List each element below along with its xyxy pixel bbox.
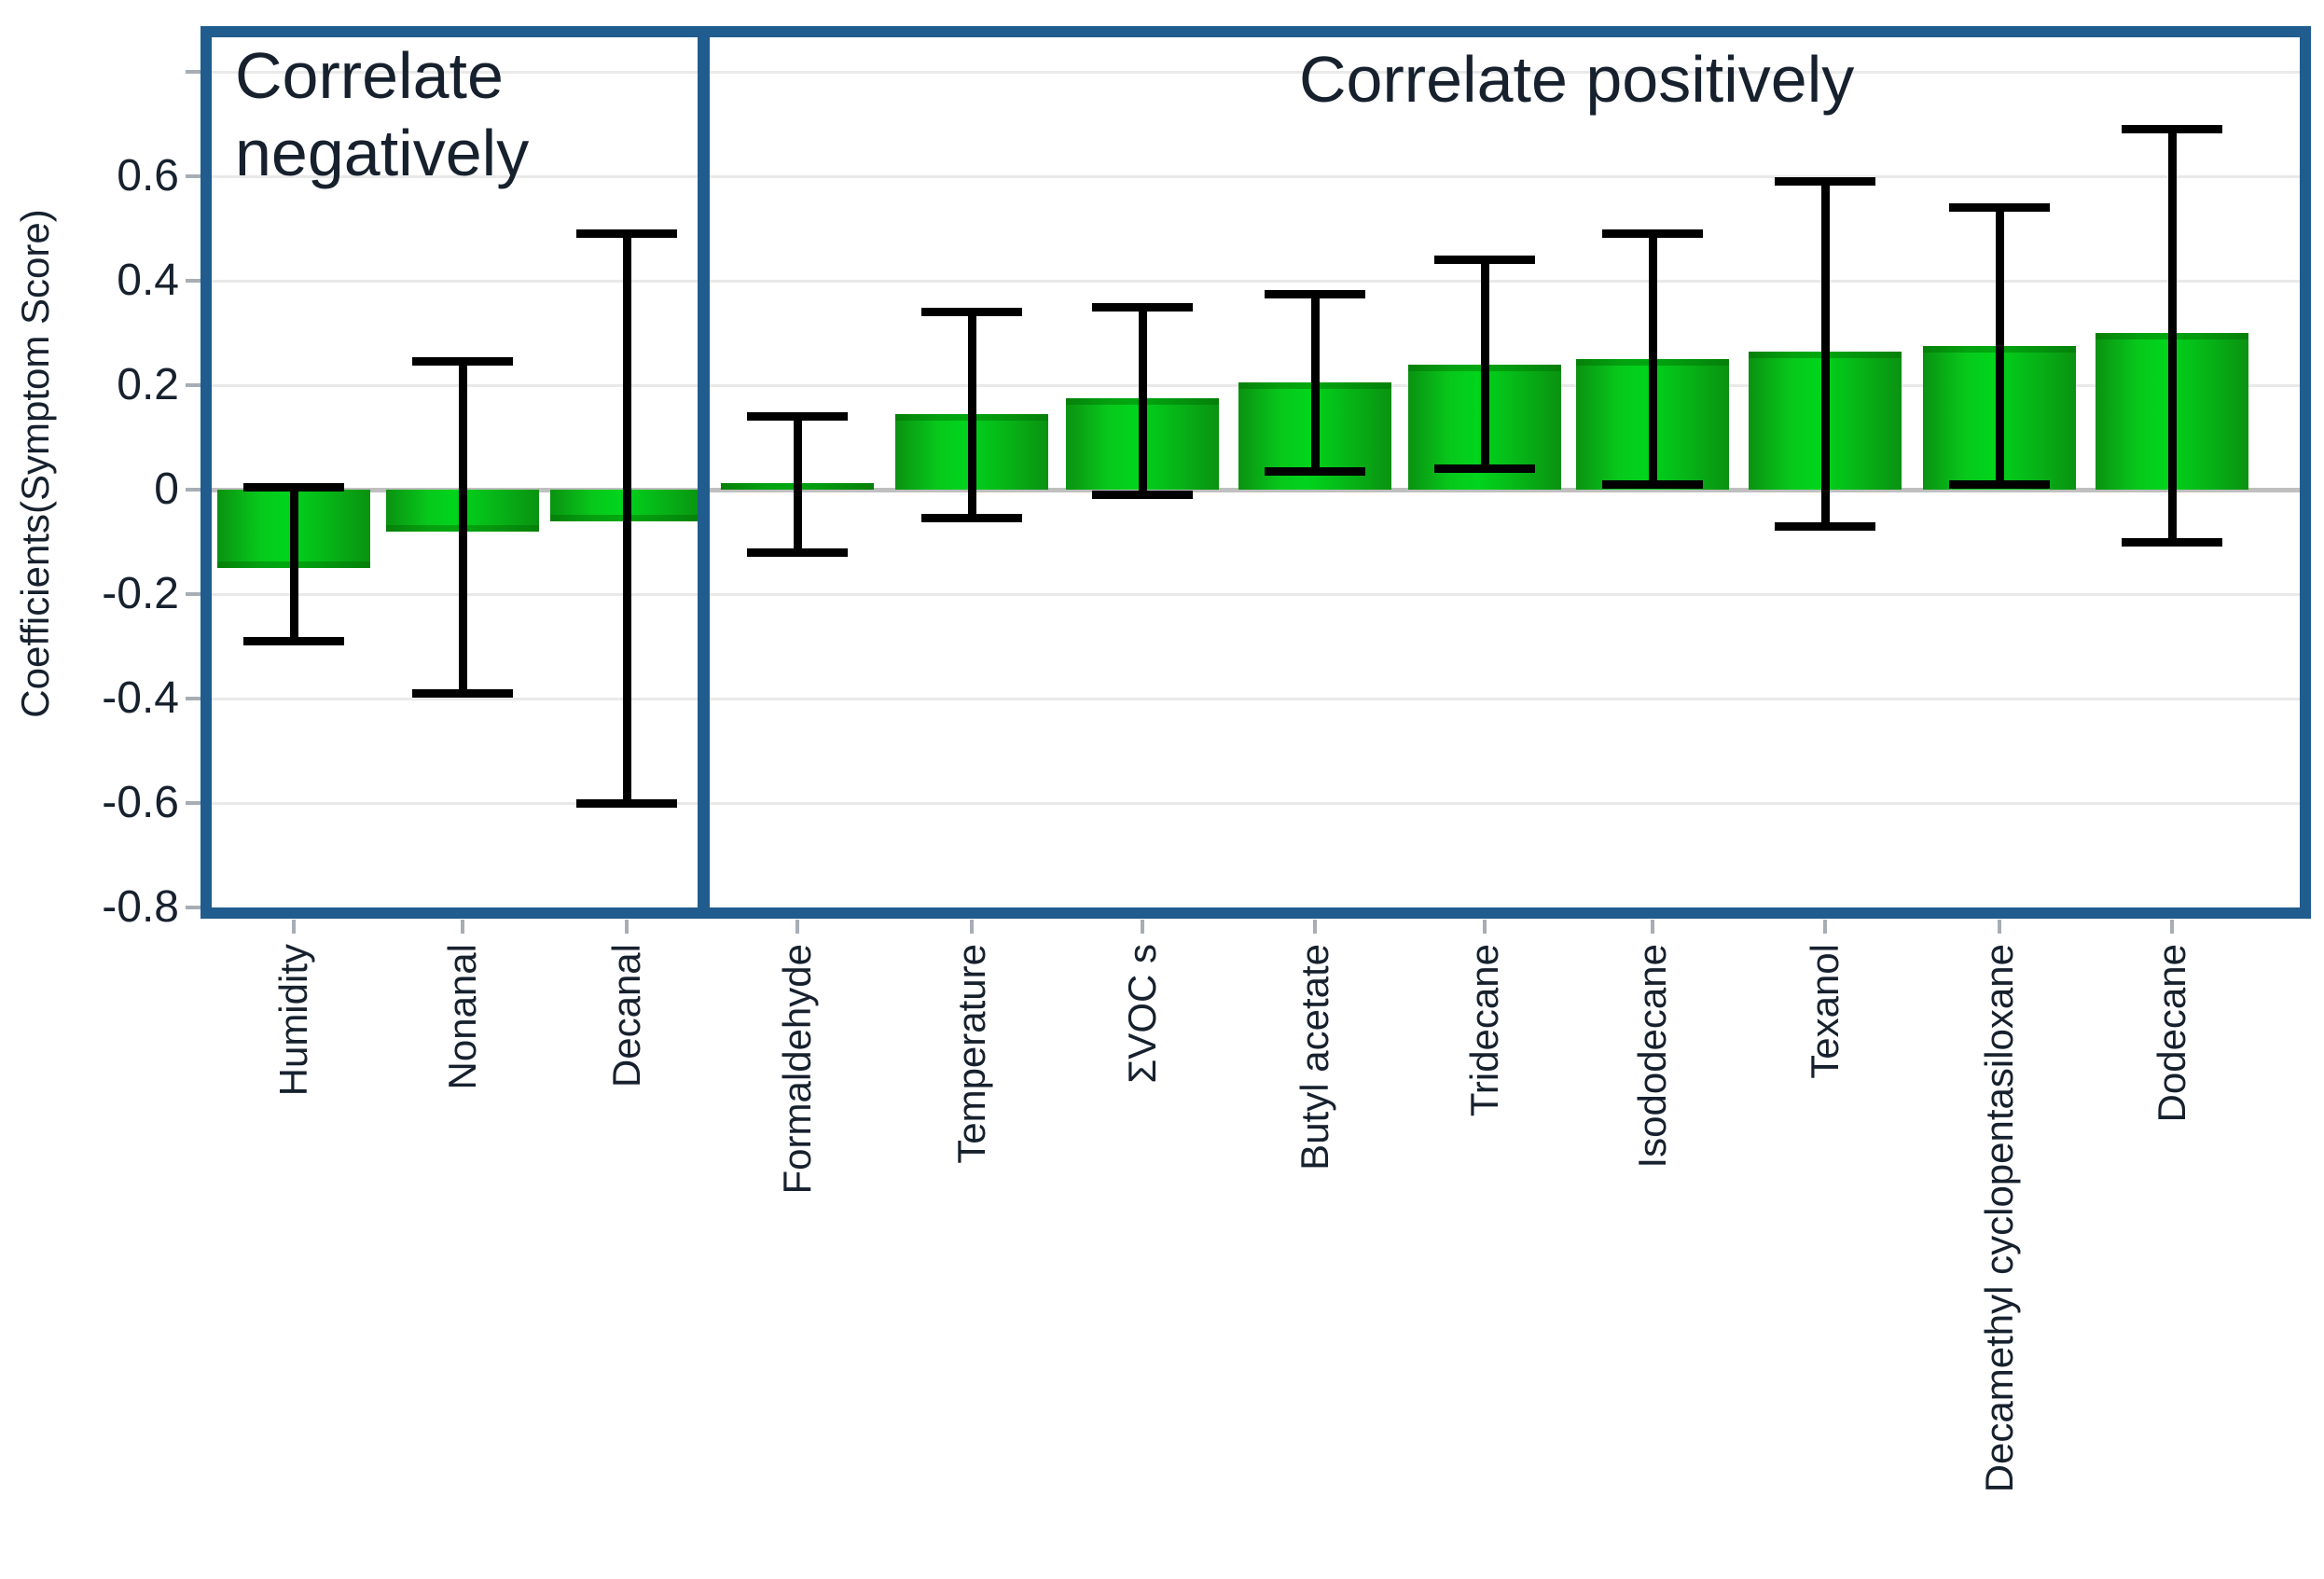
error-bar-line-decamethyl-cyclopentasiloxane bbox=[1996, 208, 2004, 485]
y-tick bbox=[186, 488, 201, 492]
error-bar-cap-top-texanol bbox=[1775, 177, 1875, 186]
y-tick bbox=[186, 279, 201, 283]
y-tick bbox=[186, 906, 201, 909]
x-tick bbox=[970, 920, 974, 934]
x-category-label-decanal: Decanal bbox=[604, 944, 648, 1088]
y-tick bbox=[186, 697, 201, 700]
x-category-label-formaldehyde: Formaldehyde bbox=[775, 944, 819, 1195]
gridline bbox=[212, 593, 2300, 596]
error-bar-line-voc-s bbox=[1139, 307, 1147, 495]
error-bar-cap-top-dodecane bbox=[2122, 125, 2222, 133]
error-bar-cap-top-isododecane bbox=[1602, 229, 1703, 238]
y-tick bbox=[186, 592, 201, 596]
y-tick bbox=[186, 70, 201, 74]
error-bar-line-decanal bbox=[623, 234, 631, 803]
error-bar-cap-bottom-tridecane bbox=[1434, 464, 1535, 473]
error-bar-cap-bottom-dodecane bbox=[2122, 538, 2222, 547]
error-bar-line-nonanal bbox=[459, 362, 467, 694]
x-category-label-temperature: Temperature bbox=[949, 944, 993, 1164]
y-axis-title: Coefficients(Symptom Score) bbox=[13, 209, 57, 718]
x-category-label-tridecane: Tridecane bbox=[1462, 944, 1506, 1117]
error-bar-cap-bottom-nonanal bbox=[412, 689, 513, 698]
error-bar-line-butyl-acetate bbox=[1311, 294, 1320, 471]
error-bar-cap-top-temperature bbox=[921, 308, 1022, 316]
error-bar-cap-bottom-humidity bbox=[243, 637, 344, 645]
y-tick-label: -0.6 bbox=[102, 778, 179, 827]
y-tick bbox=[186, 174, 201, 178]
error-bar-line-dodecane bbox=[2168, 130, 2177, 542]
error-bar-line-temperature bbox=[968, 312, 976, 519]
left-panel-title: Correlate negatively bbox=[235, 39, 530, 189]
error-bar-cap-bottom-temperature bbox=[921, 514, 1022, 522]
y-tick bbox=[186, 383, 201, 387]
x-tick bbox=[1313, 920, 1317, 934]
panel-divider bbox=[698, 26, 710, 919]
x-category-label-decamethyl-cyclopentasiloxane: Decamethyl cyclopentasiloxane bbox=[1977, 944, 2021, 1493]
error-bar-cap-top-voc-s bbox=[1092, 303, 1193, 312]
error-bar-line-tridecane bbox=[1481, 260, 1489, 469]
x-category-label-texanol: Texanol bbox=[1803, 944, 1847, 1079]
y-tick bbox=[186, 801, 201, 805]
y-tick-label: 0.2 bbox=[117, 360, 179, 409]
error-bar-line-isododecane bbox=[1649, 234, 1657, 485]
right-panel-title: Correlate positively bbox=[1299, 43, 1855, 116]
y-tick-label: -0.4 bbox=[102, 673, 179, 723]
gridline bbox=[212, 280, 2300, 283]
x-category-label-humidity: Humidity bbox=[271, 944, 315, 1097]
error-bar-cap-top-tridecane bbox=[1434, 256, 1535, 264]
zero-line bbox=[212, 488, 2300, 492]
error-bar-cap-bottom-isododecane bbox=[1602, 480, 1703, 489]
error-bar-cap-bottom-decanal bbox=[576, 799, 677, 808]
error-bar-cap-top-formaldehyde bbox=[747, 412, 848, 421]
x-tick bbox=[795, 920, 799, 934]
x-category-label-isododecane: Isododecane bbox=[1630, 944, 1674, 1169]
x-category-label-butyl-acetate: Butyl acetate bbox=[1293, 944, 1336, 1170]
error-bar-cap-bottom-decamethyl-cyclopentasiloxane bbox=[1949, 480, 2050, 489]
error-bar-line-humidity bbox=[290, 487, 298, 641]
x-tick bbox=[1141, 920, 1144, 934]
error-bar-cap-bottom-voc-s bbox=[1092, 491, 1193, 499]
y-tick-label: -0.8 bbox=[102, 882, 179, 932]
error-bar-cap-top-butyl-acetate bbox=[1265, 290, 1365, 298]
y-tick-label: 0 bbox=[154, 464, 179, 514]
x-category-label-nonanal: Nonanal bbox=[440, 944, 484, 1090]
y-tick-label: 0.4 bbox=[117, 256, 179, 305]
gridline bbox=[212, 802, 2300, 805]
gridline bbox=[212, 698, 2300, 700]
error-bar-cap-top-humidity bbox=[243, 483, 344, 492]
x-tick bbox=[625, 920, 629, 934]
x-tick bbox=[461, 920, 464, 934]
x-category-label-voc-s: ΣVOC s bbox=[1120, 944, 1164, 1084]
error-bar-line-formaldehyde bbox=[794, 417, 802, 553]
y-tick-label: 0.6 bbox=[117, 151, 179, 201]
error-bar-cap-bottom-formaldehyde bbox=[747, 548, 848, 557]
x-tick bbox=[292, 920, 296, 934]
error-bar-line-texanol bbox=[1821, 182, 1830, 527]
error-bar-cap-top-nonanal bbox=[412, 357, 513, 366]
x-tick bbox=[1998, 920, 2001, 934]
error-bar-cap-top-decamethyl-cyclopentasiloxane bbox=[1949, 203, 2050, 212]
error-bar-cap-bottom-texanol bbox=[1775, 522, 1875, 531]
gridline bbox=[212, 71, 2300, 74]
x-tick bbox=[2170, 920, 2174, 934]
gridline bbox=[212, 175, 2300, 178]
error-bar-cap-top-decanal bbox=[576, 229, 677, 238]
y-tick-label: -0.2 bbox=[102, 569, 179, 618]
x-tick bbox=[1823, 920, 1827, 934]
error-bar-cap-bottom-butyl-acetate bbox=[1265, 467, 1365, 476]
x-category-label-dodecane: Dodecane bbox=[2150, 944, 2193, 1123]
x-tick bbox=[1651, 920, 1654, 934]
x-tick bbox=[1483, 920, 1487, 934]
chart-frame bbox=[201, 26, 2311, 919]
